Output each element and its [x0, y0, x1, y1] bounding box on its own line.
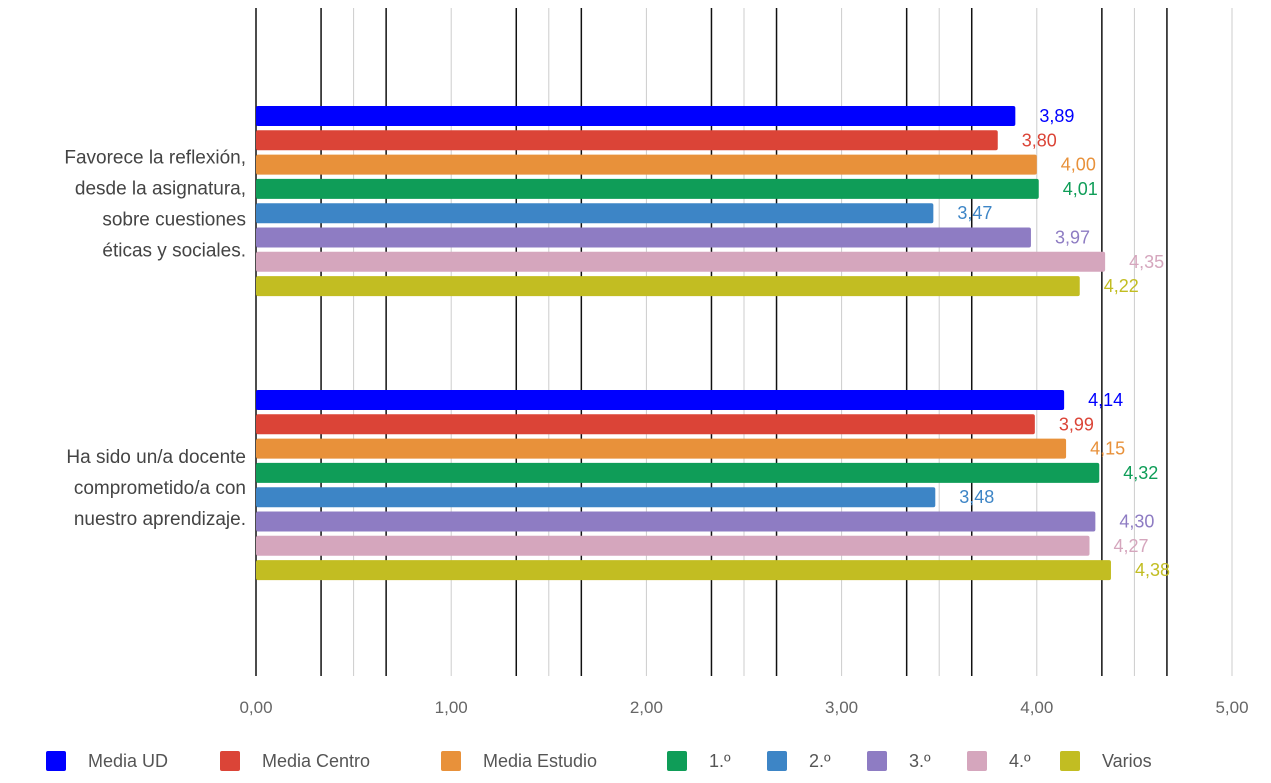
legend-swatch[interactable]: [667, 751, 687, 771]
bar-value-label: 3,47: [957, 203, 992, 223]
legend-swatch[interactable]: [441, 751, 461, 771]
bar: [256, 178, 1039, 199]
legend[interactable]: Media UD Media Centro Media Estudio 1.º 2.º 3…: [46, 751, 1152, 771]
legend-label[interactable]: Media UD: [88, 751, 168, 771]
bar-value-label: 3,99: [1059, 414, 1094, 434]
bar-value-label: 3,80: [1022, 130, 1057, 150]
legend-label[interactable]: 4.º: [1009, 751, 1031, 771]
x-tick-label: 5,00: [1215, 698, 1248, 717]
category-label-line: Ha sido un/a docente: [66, 447, 246, 468]
bar: [256, 487, 936, 508]
bar: [256, 438, 1067, 459]
category-label-line: éticas y sociales.: [102, 241, 246, 262]
legend-swatch[interactable]: [867, 751, 887, 771]
bar-value-label: 4,30: [1119, 512, 1154, 532]
bars: [256, 106, 1111, 581]
legend-label[interactable]: Varios: [1102, 751, 1152, 771]
legend-label[interactable]: Media Estudio: [483, 751, 597, 771]
bar: [256, 560, 1111, 581]
bar: [256, 276, 1080, 297]
x-tick-label: 2,00: [630, 698, 663, 717]
bar: [256, 511, 1096, 532]
legend-swatch[interactable]: [1060, 751, 1080, 771]
legend-label[interactable]: 3.º: [909, 751, 931, 771]
bar: [256, 251, 1106, 272]
category-label-line: desde la asignatura,: [75, 179, 246, 200]
legend-swatch[interactable]: [46, 751, 66, 771]
legend-swatch[interactable]: [967, 751, 987, 771]
bar-value-label: 4,32: [1123, 463, 1158, 483]
bar: [256, 203, 934, 224]
bar: [256, 390, 1065, 410]
bar: [256, 106, 1016, 126]
bar: [256, 462, 1100, 483]
bar-value-label: 4,35: [1129, 252, 1164, 272]
bar-value-label: 4,00: [1061, 155, 1096, 175]
bar-value-label: 4,15: [1090, 439, 1125, 459]
bar: [256, 227, 1031, 248]
category-label-line: Favorece la reflexión,: [64, 148, 246, 169]
bar-value-label: 3,48: [959, 487, 994, 507]
bar: [256, 130, 998, 151]
x-tick-label: 4,00: [1020, 698, 1053, 717]
bar-value-label: 4,38: [1135, 560, 1170, 580]
legend-swatch[interactable]: [220, 751, 240, 771]
bar-value-label: 3,89: [1039, 106, 1074, 126]
bar-value-label: 4,27: [1114, 536, 1149, 556]
bar-value-label: 3,97: [1055, 228, 1090, 248]
bar: [256, 535, 1090, 556]
legend-label[interactable]: 2.º: [809, 751, 831, 771]
legend-label[interactable]: Media Centro: [262, 751, 370, 771]
x-tick-label: 0,00: [239, 698, 272, 717]
category-label-line: comprometido/a con: [74, 478, 246, 499]
bar-value-label: 4,14: [1088, 390, 1123, 410]
category-label-line: nuestro aprendizaje.: [74, 509, 246, 530]
bar: [256, 154, 1037, 175]
category-label-line: sobre cuestiones: [102, 210, 246, 231]
bar-value-label: 4,01: [1063, 179, 1098, 199]
x-axis-ticks: 0,00 1,00 2,00 3,00 4,00 5,00: [239, 698, 1248, 717]
x-tick-label: 3,00: [825, 698, 858, 717]
bar: [256, 414, 1035, 435]
x-tick-label: 1,00: [435, 698, 468, 717]
data-labels: 3,89 3,804,00 4,01 3,47 3,97 4,35 4,22 4,14 3,99…: [957, 106, 1170, 580]
category-labels: Favorece la reflexión, desde la asignatur…: [64, 148, 246, 531]
legend-swatch[interactable]: [767, 751, 787, 771]
legend-label[interactable]: 1.º: [709, 751, 731, 771]
bar-value-label: 4,22: [1104, 276, 1139, 296]
